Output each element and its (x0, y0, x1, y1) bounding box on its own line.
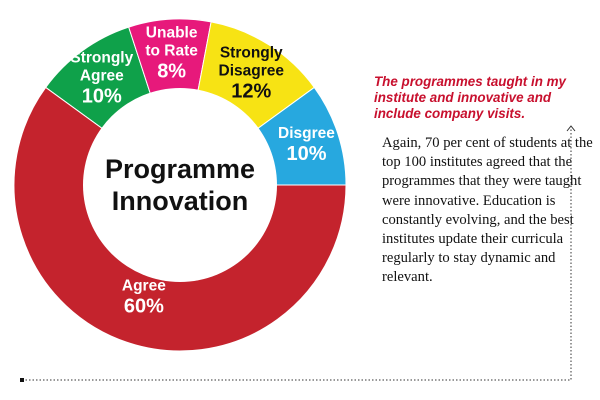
connector-end-dot (20, 378, 24, 382)
slice-label-unable-to-rate-0: Unable (146, 24, 198, 41)
slice-value-strongly-agree: 10% (82, 85, 122, 107)
slice-value-agree: 60% (124, 295, 164, 317)
article-heading: The programmes taught in my institute an… (374, 74, 566, 121)
donut-chart: Programme Innovation StronglyAgree10%Una… (13, 18, 347, 352)
slice-label-strongly-disagree-1: Disagree (219, 63, 285, 80)
connector-arrowhead (566, 125, 576, 132)
donut-hole (83, 88, 277, 282)
slice-label-agree-0: Agree (122, 277, 166, 294)
slice-value-strongly-disagree: 12% (231, 81, 271, 103)
slice-label-strongly-disagree-0: Strongly (220, 45, 283, 62)
slice-label-disagree-0: Disgree (278, 125, 335, 142)
slice-value-disagree: 10% (286, 143, 326, 165)
slice-label-strongly-agree-1: Agree (80, 67, 124, 84)
slice-value-unable-to-rate: 8% (157, 60, 186, 82)
slice-label-unable-to-rate-1: to Rate (145, 42, 198, 59)
article-body: Again, 70 per cent of students at the to… (382, 135, 593, 286)
chart-title-line-1: Programme (105, 154, 255, 184)
slice-label-strongly-agree-0: Strongly (70, 49, 133, 66)
chart-title-line-2: Innovation (112, 186, 249, 216)
